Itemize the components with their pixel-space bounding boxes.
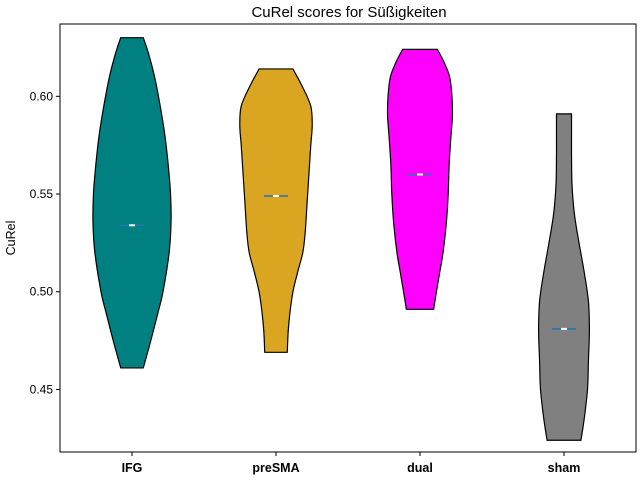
x-tick-label-sham: sham — [548, 461, 581, 475]
violin-ifg — [92, 37, 172, 369]
y-tick-label: 0.45 — [30, 382, 54, 396]
y-tick-label: 0.60 — [30, 89, 54, 103]
y-tick-label: 0.55 — [30, 187, 54, 201]
y-axis-label: CuRel — [4, 221, 18, 256]
y-axis-ticks: 0.45 0.50 0.55 0.60 — [30, 89, 60, 396]
plot-frame — [59, 23, 637, 453]
x-tick-label-dual: dual — [407, 461, 433, 475]
violins-layer — [92, 37, 590, 441]
x-tick-label-presma: preSMA — [252, 461, 299, 475]
medians-layer — [120, 173, 576, 330]
violin-dual — [386, 48, 454, 310]
violin-presma — [239, 68, 313, 353]
y-tick-label: 0.50 — [30, 285, 54, 299]
violin-sham — [538, 113, 590, 441]
x-tick-label-ifg: IFG — [122, 461, 143, 475]
chart-title: CuRel scores for Süßigkeiten — [251, 4, 446, 21]
x-axis-ticks: IFG preSMA dual sham — [122, 452, 581, 475]
